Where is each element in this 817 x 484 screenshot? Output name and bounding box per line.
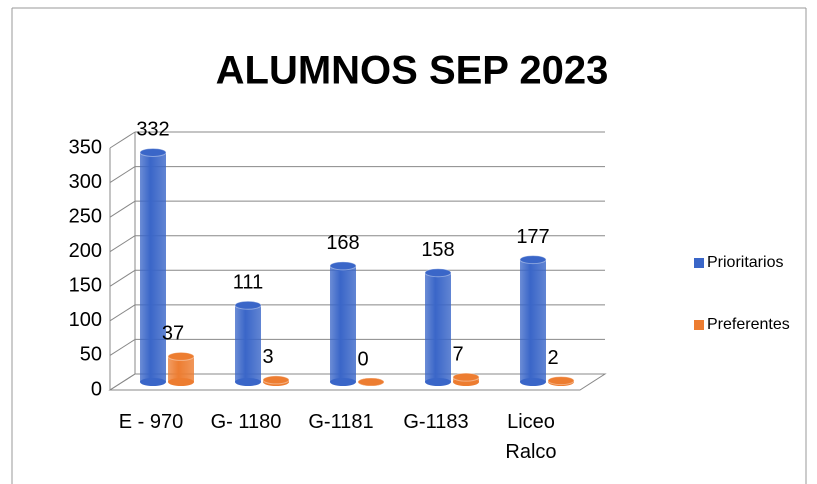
data-label: 158 <box>421 239 454 261</box>
grid-line-side <box>109 166 136 183</box>
cylinder-top <box>139 147 167 157</box>
data-label: 0 <box>357 348 368 370</box>
cylinder-body <box>235 305 261 382</box>
cylinder <box>357 377 385 387</box>
legend-label: Preferentes <box>707 316 790 333</box>
cylinder <box>262 375 290 386</box>
cylinder-bottom <box>425 378 451 386</box>
cylinder <box>139 147 167 386</box>
y-tick-label: 150 <box>69 275 102 297</box>
y-tick-label: 0 <box>91 378 102 400</box>
chart-title: ALUMNOS SEP 2023 <box>216 49 609 93</box>
x-tick-label: G-1183 <box>403 411 469 433</box>
x-tick-label: G-1181 <box>308 411 374 433</box>
y-tick-label: 50 <box>80 344 102 366</box>
cylinder-bottom <box>168 378 194 386</box>
cylinder <box>452 372 480 386</box>
legend-label: Prioritarios <box>707 254 784 271</box>
data-label: 3 <box>262 346 273 368</box>
cylinder-top <box>452 372 480 382</box>
x-tick-label: G- 1180 <box>210 411 282 433</box>
cylinder-top <box>234 300 262 310</box>
cylinder <box>167 351 195 386</box>
legend-swatch <box>694 258 704 268</box>
grid-line-side <box>109 339 136 356</box>
grid-line-side <box>109 304 136 322</box>
cylinder-body <box>520 259 546 382</box>
cylinder-bottom <box>235 378 261 386</box>
cylinder-bottom <box>140 378 166 386</box>
cylinder-body <box>140 152 166 382</box>
y-tick-label: 300 <box>69 171 102 193</box>
cylinder-top <box>519 255 547 265</box>
data-label: 177 <box>516 226 549 248</box>
y-tick-label: 100 <box>69 309 102 331</box>
cylinder <box>329 261 357 386</box>
cylinder-body <box>425 272 451 382</box>
grid-line-side <box>109 200 136 218</box>
cylinder <box>519 255 547 386</box>
legend-swatch <box>694 320 704 330</box>
cylinder-top <box>424 268 452 278</box>
cylinder <box>234 300 262 386</box>
cylinder-top <box>357 377 385 387</box>
y-tick-label: 250 <box>69 205 102 227</box>
x-tick-label: Liceo Ralco <box>505 411 557 463</box>
grid-line-side <box>109 373 136 391</box>
frame <box>11 7 807 484</box>
data-label: 2 <box>547 347 558 369</box>
data-label: 37 <box>162 323 184 345</box>
cylinder-bottom <box>330 378 356 386</box>
cylinder-body <box>168 356 194 382</box>
cylinder-bottom <box>520 378 546 386</box>
cylinder-top <box>329 261 357 271</box>
y-tick-label: 350 <box>69 136 102 158</box>
data-label: 168 <box>326 232 359 254</box>
data-label: 7 <box>452 343 463 365</box>
grid-line-side <box>109 235 136 253</box>
data-label: 332 <box>136 119 169 141</box>
cylinder <box>424 268 452 386</box>
cylinder-top <box>167 351 195 361</box>
data-label: 111 <box>233 272 263 294</box>
y-tick-label: 200 <box>69 240 102 262</box>
x-tick-label: E - 970 <box>118 411 184 433</box>
cylinder-top <box>262 375 290 385</box>
cylinder-top <box>547 376 575 386</box>
cylinder <box>547 376 575 386</box>
grid-line-side <box>109 131 136 149</box>
cylinder-body <box>330 265 356 382</box>
grid-line-side <box>109 269 136 287</box>
